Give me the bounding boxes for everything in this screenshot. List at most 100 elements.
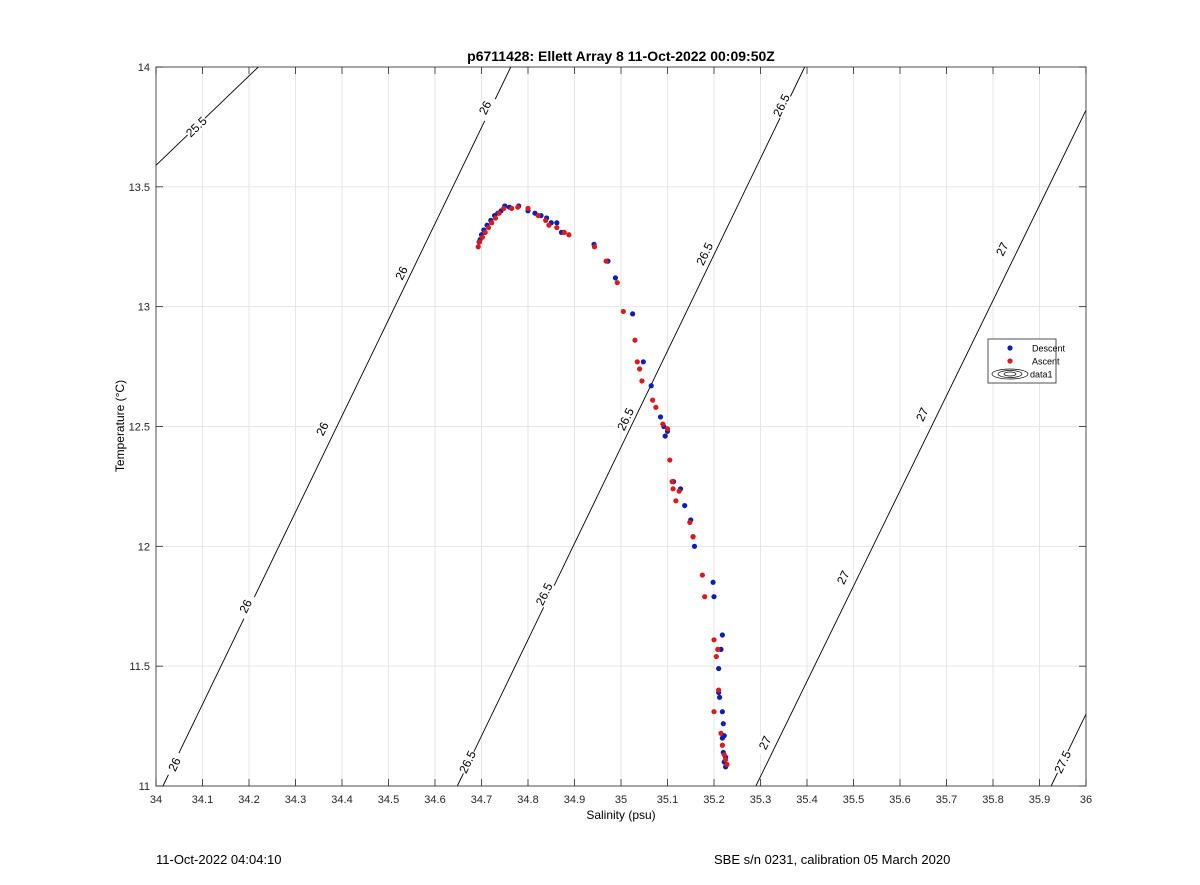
- x-tick-label: 35.5: [843, 794, 864, 806]
- ascent-point: [653, 404, 659, 410]
- ascent-point: [561, 229, 567, 235]
- ascent-point: [501, 205, 507, 212]
- isopycnal-label-bg: [389, 259, 414, 287]
- x-tick-label: 35.4: [796, 794, 817, 806]
- ascent-point: [673, 498, 679, 504]
- ascent-point: [702, 594, 708, 600]
- descent-point: [640, 359, 646, 365]
- isopycnal-label: 27: [993, 240, 1012, 258]
- ascent-point: [489, 220, 495, 226]
- x-tick-label: 34.2: [238, 794, 259, 806]
- x-tick-label: 35.6: [889, 794, 910, 806]
- isopycnal-label-bg: [769, 91, 793, 120]
- ascent-point: [670, 486, 676, 492]
- footer-instrument-info: SBE s/n 0231, calibration 05 March 2020: [714, 852, 951, 867]
- descent-point: [716, 665, 722, 672]
- descent-point: [716, 694, 723, 700]
- x-tick-label: 34.7: [471, 794, 492, 806]
- x-tick-label: 36: [1080, 794, 1092, 806]
- ascent-point: [566, 232, 572, 238]
- y-tick-label: 12.5: [129, 422, 150, 434]
- isopycnal-label-bg: [990, 235, 1014, 264]
- isopycnal-label: 26: [392, 264, 411, 282]
- ascent-point: [699, 572, 705, 578]
- ascent-point: [715, 646, 721, 652]
- descent-point: [691, 543, 698, 549]
- isopycnal-label-bg: [753, 729, 777, 757]
- ascent-point: [713, 653, 719, 660]
- ascent-point: [721, 752, 727, 758]
- legend-label: Ascent: [1032, 357, 1060, 367]
- isopycnal-label: 26: [165, 755, 184, 773]
- descent-point: [719, 709, 725, 715]
- x-tick-label: 35: [615, 794, 627, 806]
- ascent-point: [475, 244, 481, 250]
- ascent-point: [711, 637, 717, 643]
- y-axis-label: Temperature (°C): [113, 380, 127, 472]
- isopycnal-label-bg: [693, 240, 717, 268]
- series-ascent: [475, 204, 730, 768]
- isopycnal-label: 26: [476, 98, 495, 116]
- ascent-point: [718, 730, 724, 736]
- x-tick-label: 34.1: [192, 794, 213, 806]
- legend-label: data1: [1030, 370, 1053, 380]
- legend-contour-ring: [991, 368, 1029, 380]
- y-tick-label: 14: [138, 62, 150, 74]
- y-tick-label: 11.5: [129, 661, 150, 673]
- ascent-point: [716, 687, 722, 693]
- isopycnal-label-bg: [182, 113, 210, 141]
- ascent-point: [477, 239, 483, 245]
- x-tick-label: 34.8: [517, 794, 538, 806]
- ascent-point: [632, 337, 638, 343]
- isopycnal-label: 26: [237, 597, 256, 615]
- y-axis: 11 11.5 12 12.5 13 13.5 14: [129, 62, 1086, 793]
- isopycnal-line: [456, 66, 806, 787]
- x-tick-label: 34.6: [424, 794, 445, 806]
- legend-contour-ring: [1003, 371, 1017, 377]
- isopycnal-label-bg: [456, 748, 480, 776]
- x-tick-label: 34.4: [331, 794, 352, 806]
- x-axis: 34 34.1 34.2 34.3 34.4 34.5 34.6 34.7 34.8 34.9 35…: [150, 67, 1092, 806]
- ascent-point: [637, 366, 643, 372]
- y-tick-label: 13.5: [129, 182, 150, 194]
- y-tick-label: 12: [138, 541, 150, 553]
- descent-point: [710, 579, 716, 585]
- isopycnal-label-bg: [910, 400, 934, 429]
- ascent-point: [620, 308, 626, 315]
- ascent-point: [614, 280, 620, 286]
- legend-marker-contour: [991, 368, 1029, 380]
- legend-label: Descent: [1032, 344, 1066, 354]
- x-tick-label: 35.2: [703, 794, 724, 806]
- legend-marker-descent: [1007, 345, 1013, 351]
- descent-point: [554, 220, 560, 226]
- isopycnal-label-bg: [310, 415, 334, 443]
- isopycnal-label: 27: [834, 568, 853, 586]
- ascent-point: [554, 224, 560, 231]
- x-tick-label: 34.9: [564, 794, 585, 806]
- y-tick-label: 11: [139, 781, 150, 793]
- ascent-point: [492, 215, 499, 221]
- isopycnal-label-bg: [831, 563, 855, 592]
- x-tick-label: 35.7: [936, 794, 957, 806]
- ascent-point: [667, 457, 673, 463]
- ascent-point: [479, 234, 486, 240]
- x-tick-label: 35.9: [1029, 794, 1050, 806]
- descent-point: [682, 502, 688, 509]
- chart-title: p6711428: Ellett Array 8 11-Oct-2022 00:…: [467, 48, 775, 64]
- ascent-point: [724, 761, 730, 768]
- x-tick-label: 34.3: [285, 794, 306, 806]
- isopycnal-line: [755, 109, 1087, 787]
- ascent-point: [543, 217, 549, 223]
- legend-contour-ring: [997, 370, 1023, 378]
- descent-point: [711, 594, 717, 600]
- ascent-point: [676, 488, 682, 494]
- ascent-point: [669, 479, 675, 485]
- descent-point: [630, 311, 636, 317]
- isopycnal-line: [1050, 713, 1087, 787]
- ascent-point: [719, 742, 725, 748]
- isopycnal-label-bg: [532, 580, 556, 609]
- footer-timestamp: 11-Oct-2022 04:04:10: [156, 852, 282, 867]
- legend-box: [987, 338, 1057, 384]
- x-tick-label: 34: [150, 794, 162, 806]
